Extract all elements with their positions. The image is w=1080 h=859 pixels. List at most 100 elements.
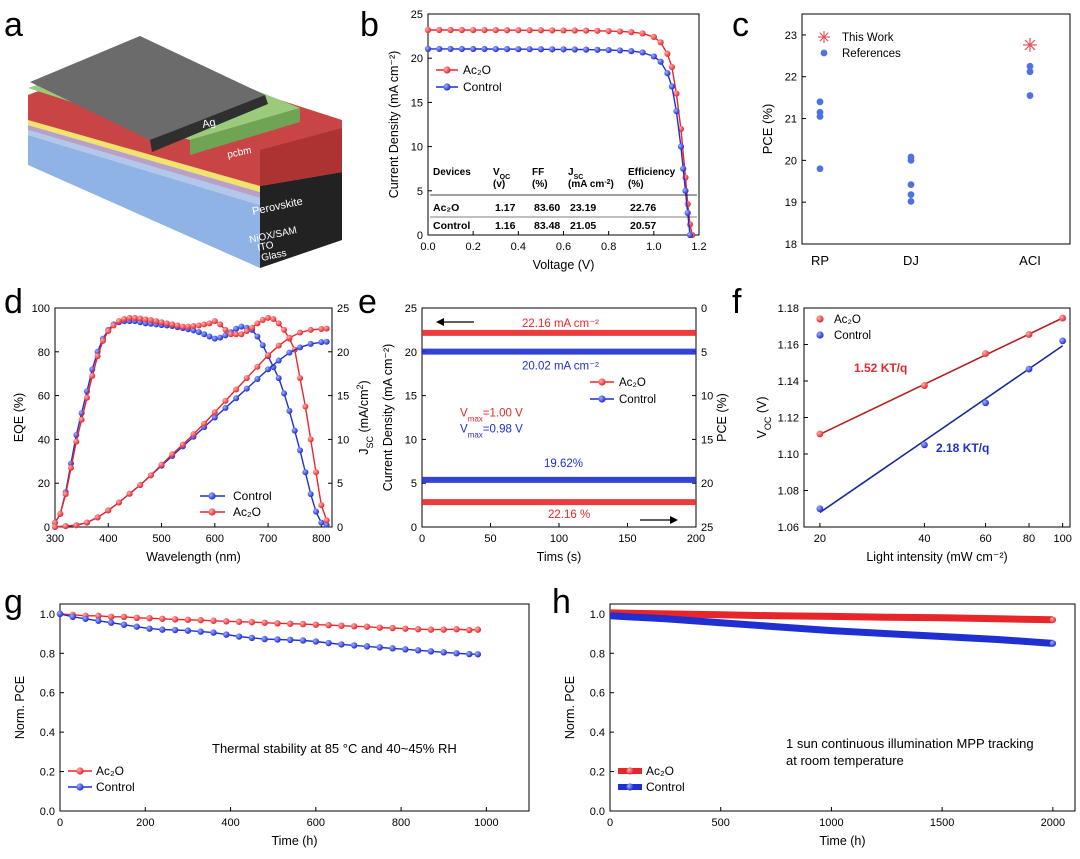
jv-point [515, 27, 522, 34]
legend-marker [816, 315, 824, 323]
table-cell: 21.05 [570, 220, 596, 232]
eqe-point [137, 315, 144, 322]
x-tick-label: 0.8 [601, 241, 616, 253]
legend-label: Control [463, 80, 502, 94]
chart-h-stability: 0 500 1000 1500 2000 0.0 0.2 0.4 0.6 0.8 1.0 Time (… [563, 603, 1076, 848]
x-tick-label: 800 [392, 817, 410, 829]
eqe-point [222, 397, 229, 404]
stability-point [287, 620, 294, 627]
y-tick-label: 60 [38, 391, 50, 403]
stability-point [107, 613, 115, 621]
stability-point [376, 644, 383, 651]
stability-point [120, 613, 128, 621]
y-tick-label: 1.16 [778, 340, 799, 352]
legend-label: Ac₂O [96, 764, 124, 778]
stability-point [235, 618, 243, 625]
jv-point [503, 27, 511, 34]
y-tick-label: 19 [785, 197, 797, 209]
jv-point [616, 47, 624, 54]
legend-label: This Work [842, 32, 894, 44]
table-cell: Control [433, 220, 470, 232]
stability-point [223, 631, 230, 638]
category-label: DJ [903, 253, 919, 268]
legend-label: Control [834, 330, 871, 342]
steady-band-red [422, 499, 696, 506]
x-tick-label: 0 [57, 817, 63, 829]
eqe-point [174, 322, 181, 329]
voc-point [1025, 331, 1033, 338]
eqe-point [73, 438, 80, 445]
table-cell: 23.19 [570, 202, 596, 214]
y2-tick-label: 15 [701, 434, 713, 446]
voc-point [816, 505, 824, 513]
eqe-point [270, 315, 277, 322]
plot-frame [54, 307, 333, 528]
chart-b-jv: 0.0 0.2 0.4 0.6 0.8 1.0 1.2 0 5 10 15 20 25 Voltage (… [387, 9, 707, 272]
y-tick-label: 1.12 [778, 413, 799, 425]
x-tick-label: 150 [618, 533, 636, 545]
y-tick-label: 1.0 [40, 609, 55, 621]
eqe-point [179, 441, 186, 448]
chart-g-stability: 0 200 400 600 800 1000 0.0 0.2 0.4 0.6 0.8 1.0 Time … [13, 603, 530, 848]
pcbm-label: pcbm [226, 145, 252, 161]
eqe-point [233, 395, 240, 402]
stability-point [120, 621, 128, 628]
annotation-pce-red: 22.16 % [548, 509, 590, 521]
plot-frame [801, 13, 1071, 245]
jv-point [537, 27, 545, 34]
x-tick-label: 60 [979, 533, 991, 545]
eqe-point [275, 320, 282, 327]
legend-label: Control [619, 394, 656, 406]
table-header: FF [532, 167, 544, 178]
y-tick-label: 25 [405, 303, 417, 315]
eqe-point [275, 342, 282, 349]
y-tick-label: 22 [785, 72, 797, 84]
eqe-point [201, 331, 208, 338]
y-axis-label: EQE (%) [12, 393, 26, 442]
y-tick-label: 100 [32, 303, 50, 315]
eqe-point [265, 314, 272, 321]
eqe-point [142, 316, 149, 323]
stability-endpoint [1049, 616, 1057, 623]
jv-point [526, 46, 533, 53]
y-axis-label: VOC (V) [755, 397, 773, 439]
legend-marker [816, 331, 824, 339]
legend-marker [76, 783, 84, 791]
legend-marker [626, 767, 634, 775]
stability-annotation: 1 sun continuous illumination MPP tracki… [786, 736, 1034, 751]
x-tick-label: 600 [307, 817, 325, 829]
y2-tick-label: 0 [337, 522, 343, 534]
jv-point [673, 108, 680, 115]
jv-point [582, 27, 590, 34]
table-cell: 22.76 [630, 202, 656, 214]
eqe-point [158, 319, 165, 326]
reference-point [816, 113, 824, 120]
jv-point [650, 33, 657, 41]
eqe-point [179, 323, 186, 330]
eqe-point [206, 320, 213, 327]
jv-point [668, 83, 676, 90]
reference-point [816, 165, 824, 173]
y2-tick-label: 10 [337, 434, 349, 446]
eqe-point [153, 318, 160, 325]
chart-c-pce-comparison: RP DJ ACI 18 19 20 21 22 23 PCE (%) This Work Refer… [760, 13, 1071, 268]
eqe-point [286, 349, 293, 356]
stability-point [210, 629, 217, 636]
stability-point [274, 620, 281, 627]
stability-point [350, 623, 358, 630]
x-tick-label: 0 [607, 817, 613, 829]
y-tick-label: 25 [411, 9, 423, 21]
steady-band-blue [422, 476, 696, 483]
eqe-point [286, 334, 293, 341]
y2-tick-label: 10 [701, 391, 713, 403]
jv-point [537, 46, 545, 53]
y-tick-label: 5 [411, 478, 417, 490]
x-tick-label: 200 [136, 817, 154, 829]
eqe-point [323, 521, 330, 528]
y-tick-label: 0 [411, 522, 417, 534]
jv-point [549, 46, 556, 53]
eqe-point [206, 333, 213, 340]
jv-point [436, 45, 443, 53]
stability-point [95, 617, 102, 624]
